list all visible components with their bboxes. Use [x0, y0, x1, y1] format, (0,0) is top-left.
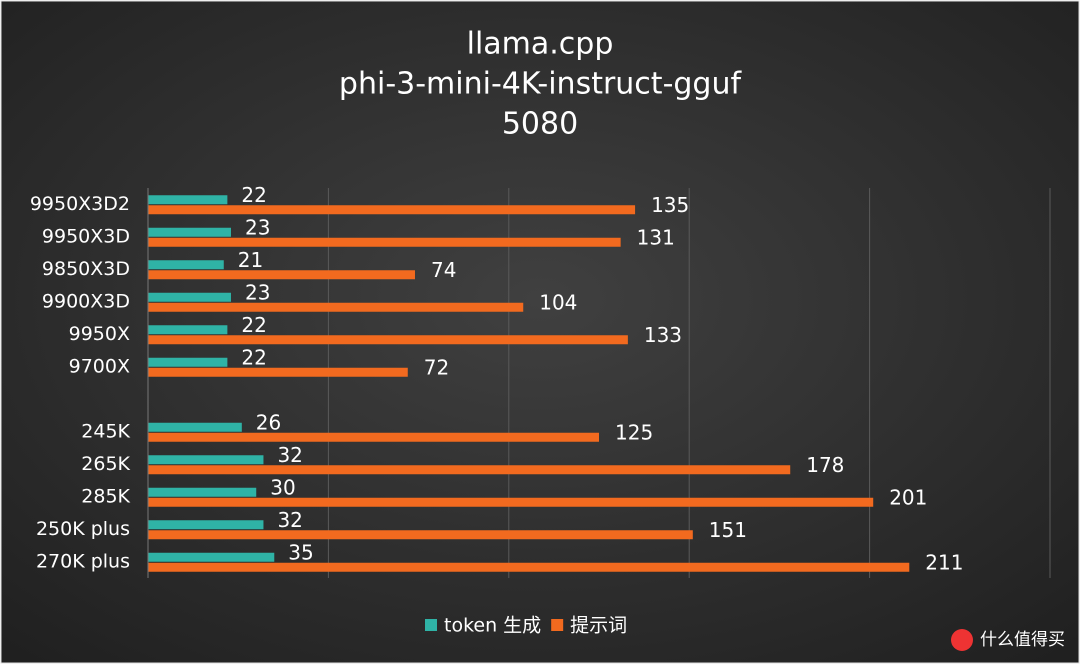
data-label: 125 [615, 420, 653, 444]
y-tick-label: 9700X [69, 355, 130, 377]
data-label: 131 [637, 225, 675, 249]
data-label: 104 [539, 290, 577, 314]
bar [148, 432, 599, 442]
data-label: 26 [256, 410, 281, 434]
data-label: 135 [651, 193, 689, 217]
bar [148, 455, 264, 465]
bar [148, 552, 275, 562]
bar [148, 292, 231, 302]
data-label: 133 [644, 323, 682, 347]
data-label: 72 [424, 355, 449, 379]
watermark-icon [951, 629, 973, 651]
bar [148, 260, 224, 270]
bar [148, 487, 257, 497]
data-label: 32 [277, 443, 302, 467]
legend-swatch [551, 619, 564, 631]
y-tick-label: 9850X3D [42, 258, 130, 280]
data-label: 74 [431, 258, 456, 282]
data-label: 178 [806, 453, 844, 477]
bar [148, 497, 874, 507]
chart-title: 5080 [502, 107, 578, 142]
data-label: 22 [241, 313, 266, 337]
bar [148, 270, 415, 280]
chart-title: phi-3-mini-4K-instruct-gguf [339, 67, 743, 102]
bar [148, 465, 791, 475]
y-tick-label: 250K plus [36, 518, 130, 540]
data-label: 32 [277, 508, 302, 532]
data-label: 30 [270, 475, 295, 499]
bar [148, 325, 228, 335]
bar [148, 530, 693, 540]
data-label: 22 [241, 345, 266, 369]
data-label: 21 [238, 248, 263, 272]
y-tick-label: 285K [81, 485, 130, 507]
data-label: 35 [288, 540, 313, 564]
chart-title: llama.cpp [467, 27, 614, 62]
data-label: 201 [889, 485, 927, 509]
y-tick-label: 9900X3D [42, 290, 130, 312]
bar [148, 205, 636, 215]
y-tick-label: 9950X3D2 [30, 193, 130, 215]
data-label: 22 [241, 183, 266, 207]
y-tick-label: 9950X3D [42, 225, 130, 247]
bar [148, 195, 228, 205]
bar [148, 227, 231, 237]
bar [148, 302, 524, 312]
y-tick-label: 245K [81, 420, 130, 442]
watermark: 什么值得买 [980, 630, 1065, 650]
legend-label: token 生成 [444, 615, 541, 637]
bar [148, 335, 628, 345]
bar [148, 357, 228, 367]
y-tick-label: 270K plus [36, 550, 130, 572]
bar [148, 237, 621, 247]
y-tick-label: 265K [81, 453, 130, 475]
data-label: 23 [245, 215, 270, 239]
legend-swatch [425, 619, 437, 631]
data-label: 151 [709, 518, 747, 542]
data-label: 23 [245, 280, 270, 304]
bar [148, 422, 242, 432]
legend-label: 提示词 [570, 615, 627, 637]
bar [148, 367, 408, 377]
bar [148, 520, 264, 530]
bar [148, 562, 910, 572]
y-tick-label: 9950X [69, 323, 130, 345]
data-label: 211 [925, 550, 963, 574]
